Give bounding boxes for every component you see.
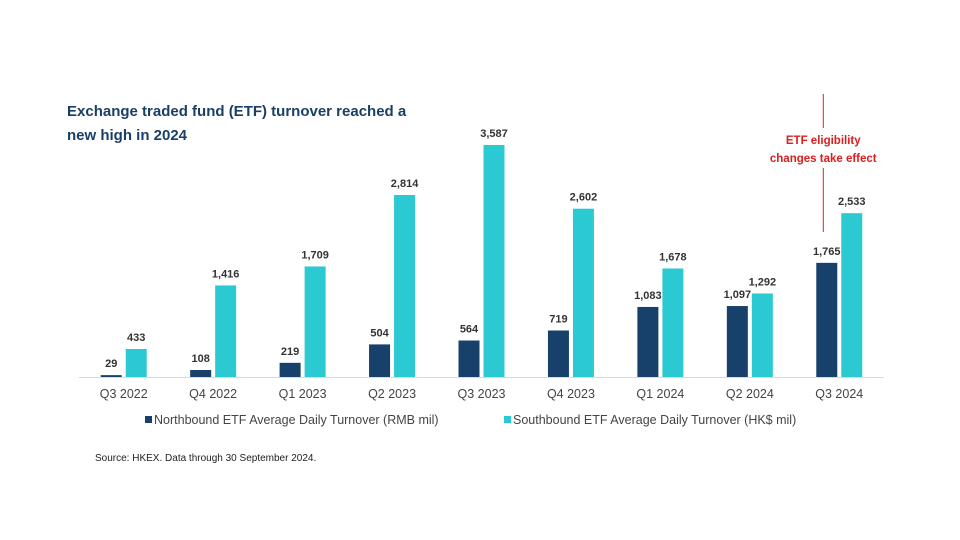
x-axis-tick-labels: Q3 2022 Q4 2022 Q1 2023 Q2 2023 Q3 2023 Q4 20… [100, 387, 864, 401]
southbound-bar-4 [483, 145, 505, 377]
southbound-value-label-8: 2,533 [838, 196, 866, 208]
northbound-bar-6 [637, 306, 659, 377]
northbound-bar-1 [190, 370, 212, 377]
northbound-bar-4 [458, 340, 480, 377]
southbound-value-label-2: 1,709 [301, 249, 329, 261]
bars: 29 433 108 1,416 219 1,709 504 2,814 564 3,587 719… [100, 128, 866, 377]
northbound-value-label-7: 1,097 [724, 289, 752, 301]
x-tick-label-7: Q2 2024 [726, 387, 774, 401]
northbound-value-label-6: 1,083 [634, 290, 662, 302]
northbound-value-label-3: 504 [370, 327, 389, 339]
legend-swatch-1 [504, 416, 511, 423]
source-note: Source: HKEX. Data through 30 September … [95, 453, 317, 464]
legend-label-1: Southbound ETF Average Daily Turnover (H… [513, 413, 796, 427]
northbound-value-label-8: 1,765 [813, 246, 841, 258]
southbound-bar-3 [394, 194, 416, 377]
northbound-bar-0 [100, 375, 122, 377]
southbound-bar-6 [662, 268, 684, 377]
northbound-bar-5 [547, 330, 569, 377]
annotation: ETF eligibility changes take effect [770, 94, 877, 232]
x-tick-label-8: Q3 2024 [815, 387, 863, 401]
southbound-value-label-6: 1,678 [659, 251, 687, 263]
northbound-value-label-4: 564 [460, 324, 479, 336]
annotation-text-line-1: changes take effect [770, 153, 877, 165]
southbound-value-label-7: 1,292 [749, 276, 777, 288]
southbound-bar-2 [304, 266, 326, 377]
southbound-value-label-1: 1,416 [212, 268, 240, 280]
southbound-bar-1 [215, 285, 237, 377]
x-tick-label-1: Q4 2022 [189, 387, 237, 401]
legend-label-0: Northbound ETF Average Daily Turnover (R… [154, 413, 439, 427]
northbound-value-label-5: 719 [549, 313, 567, 325]
chart-title: Exchange traded fund (ETF) turnover reac… [67, 103, 407, 144]
southbound-bar-8 [841, 213, 863, 377]
northbound-bar-7 [726, 306, 748, 377]
x-tick-label-6: Q1 2024 [636, 387, 684, 401]
northbound-bar-3 [369, 344, 391, 377]
x-tick-label-4: Q3 2023 [458, 387, 506, 401]
x-tick-label-5: Q4 2023 [547, 387, 595, 401]
northbound-value-label-1: 108 [191, 353, 209, 365]
legend-swatch-0 [145, 416, 152, 423]
southbound-value-label-4: 3,587 [480, 128, 508, 140]
northbound-bar-8 [816, 262, 838, 377]
southbound-value-label-3: 2,814 [391, 178, 419, 190]
southbound-bar-7 [751, 293, 773, 377]
southbound-value-label-0: 433 [127, 332, 145, 344]
northbound-value-label-0: 29 [105, 358, 117, 370]
southbound-bar-5 [572, 208, 594, 377]
annotation-text-line-0: ETF eligibility [786, 135, 861, 147]
x-tick-label-0: Q3 2022 [100, 387, 148, 401]
southbound-bar-0 [125, 348, 147, 377]
southbound-value-label-5: 2,602 [570, 192, 598, 204]
x-tick-label-3: Q2 2023 [368, 387, 416, 401]
x-tick-label-2: Q1 2023 [279, 387, 327, 401]
northbound-bar-2 [279, 362, 301, 377]
northbound-value-label-2: 219 [281, 346, 299, 358]
legend: Northbound ETF Average Daily Turnover (R… [145, 413, 796, 427]
